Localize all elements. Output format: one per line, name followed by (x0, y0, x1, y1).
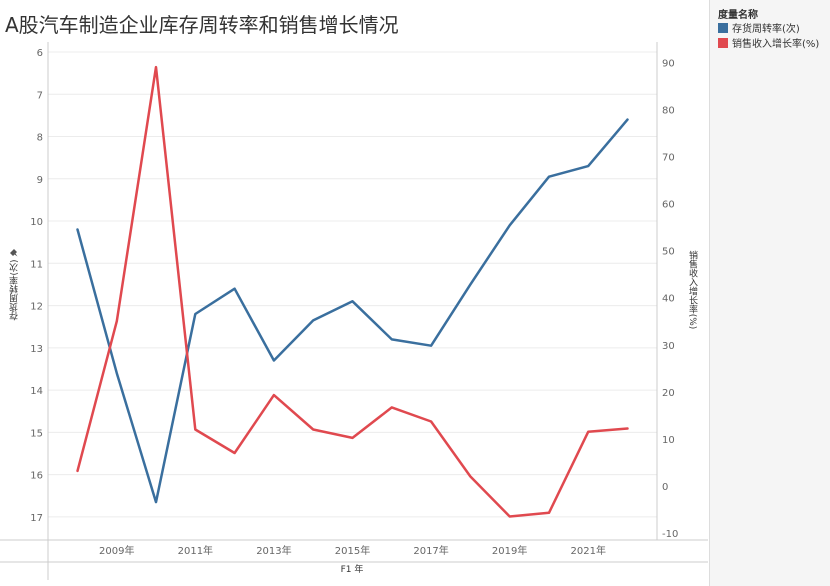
x-axis-label: F1 年 (341, 563, 364, 575)
y-left-tick-label: 8 (37, 133, 43, 144)
y-right-tick-label: 90 (662, 58, 675, 69)
axes-frame (0, 42, 708, 580)
grid-lines (48, 51, 657, 518)
y-right-tick-label: 60 (662, 200, 675, 211)
y-axis-left-label: 存货周转率(次) (10, 259, 20, 321)
y-right-tick-label: -10 (662, 529, 678, 540)
x-tick-label: 2009年 (99, 544, 134, 557)
y-right-tick-label: 80 (662, 105, 675, 116)
series-line-0 (76, 118, 629, 504)
legend-title: 度量名称 (718, 10, 758, 21)
legend-label: 存货周转率(次) (732, 24, 800, 35)
y-right-tick-label: 70 (662, 153, 675, 164)
pin-icon[interactable] (9, 248, 19, 258)
x-tick-label: 2019年 (492, 544, 527, 557)
y-right-tick-label: 40 (662, 294, 675, 305)
x-tick-label: 2021年 (571, 544, 606, 557)
y-left-tick-label: 17 (30, 513, 43, 524)
y-left-tick-label: 12 (30, 302, 43, 313)
y-axis-right-label: 销售收入增长率(%) (687, 250, 697, 330)
series-line-1 (76, 65, 629, 518)
y-left-tick-label: 14 (30, 386, 43, 397)
x-tick-label: 2015年 (335, 544, 370, 557)
y-left-tick-label: 10 (30, 217, 43, 228)
y-right-tick-label: 20 (662, 388, 675, 399)
y-left-tick-label: 13 (30, 344, 43, 355)
y-right-tick-label: 30 (662, 341, 675, 352)
series-lines (76, 65, 629, 518)
y-right-tick-label: 0 (662, 482, 668, 493)
y-left-tick-label: 11 (30, 259, 43, 270)
legend-swatch (718, 22, 728, 33)
y-right-tick-label: 10 (662, 435, 675, 446)
x-tick-label: 2017年 (413, 544, 448, 557)
legend-label: 销售收入增长率(%) (732, 39, 820, 50)
y-left-tick-label: 7 (37, 90, 43, 101)
legend-panel: 度量名称 存货周转率(次) 销售收入增长率(%) (709, 0, 830, 586)
x-tick-label: 2011年 (178, 544, 213, 557)
y-left-tick-label: 9 (37, 175, 43, 186)
tick-labels: 6 7 8 9 10 11 12 13 14 15 16 17 -10 0 10 20 30 40 50 60 70 80… (30, 48, 678, 557)
y-left-tick-label: 6 (37, 48, 43, 59)
chart-title: A股汽车制造企业库存周转率和销售增长情况 (5, 13, 399, 37)
x-tick-label: 2013年 (256, 544, 291, 557)
y-right-tick-label: 50 (662, 247, 675, 258)
y-left-tick-label: 16 (30, 471, 43, 482)
legend-item-inventory-turnover[interactable]: 存货周转率(次) (710, 20, 830, 35)
legend-item-sales-growth[interactable]: 销售收入增长率(%) (710, 35, 830, 50)
y-left-tick-label: 15 (30, 428, 43, 439)
chart-plot: 6 7 8 9 10 11 12 13 14 15 16 17 -10 0 10 20 30 40 50 60 70 80… (0, 42, 708, 580)
legend-swatch (718, 37, 728, 48)
